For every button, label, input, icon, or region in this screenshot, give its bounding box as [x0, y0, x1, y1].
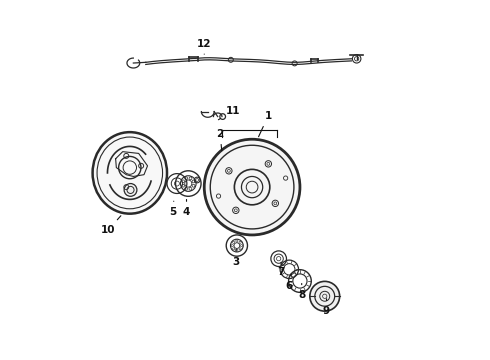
Text: 6: 6 — [286, 274, 293, 291]
Circle shape — [310, 282, 340, 311]
Text: 7: 7 — [277, 262, 284, 277]
Text: 1: 1 — [259, 111, 271, 137]
Ellipse shape — [93, 132, 167, 214]
Text: 5: 5 — [169, 201, 176, 217]
Circle shape — [204, 139, 300, 235]
Circle shape — [124, 184, 137, 196]
Text: 8: 8 — [298, 283, 305, 300]
Text: 3: 3 — [233, 249, 240, 266]
Text: 2: 2 — [217, 129, 224, 150]
Text: 10: 10 — [101, 216, 121, 235]
Text: 11: 11 — [219, 106, 240, 120]
Text: 9: 9 — [323, 299, 330, 316]
Text: 4: 4 — [183, 199, 190, 217]
Text: 12: 12 — [197, 39, 212, 54]
